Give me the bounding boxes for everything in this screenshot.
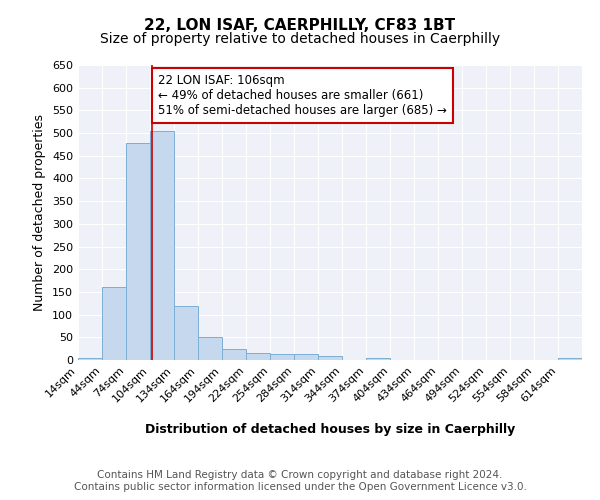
Text: Contains public sector information licensed under the Open Government Licence v3: Contains public sector information licen… [74,482,526,492]
Bar [270,354,294,360]
Bar [366,358,390,360]
Y-axis label: Number of detached properties: Number of detached properties [34,114,46,311]
Bar [102,288,126,360]
Bar [222,348,246,360]
Bar [198,338,222,360]
Text: 22, LON ISAF, CAERPHILLY, CF83 1BT: 22, LON ISAF, CAERPHILLY, CF83 1BT [145,18,455,32]
Bar [150,131,174,360]
Text: Contains HM Land Registry data © Crown copyright and database right 2024.: Contains HM Land Registry data © Crown c… [97,470,503,480]
Bar [126,143,150,360]
Text: 22 LON ISAF: 106sqm
← 49% of detached houses are smaller (661)
51% of semi-detac: 22 LON ISAF: 106sqm ← 49% of detached ho… [158,74,447,117]
Bar [558,358,582,360]
Bar [318,356,342,360]
Bar [246,353,270,360]
Bar [78,358,102,360]
Bar [294,354,318,360]
Bar [174,306,198,360]
Text: Distribution of detached houses by size in Caerphilly: Distribution of detached houses by size … [145,422,515,436]
Text: Size of property relative to detached houses in Caerphilly: Size of property relative to detached ho… [100,32,500,46]
